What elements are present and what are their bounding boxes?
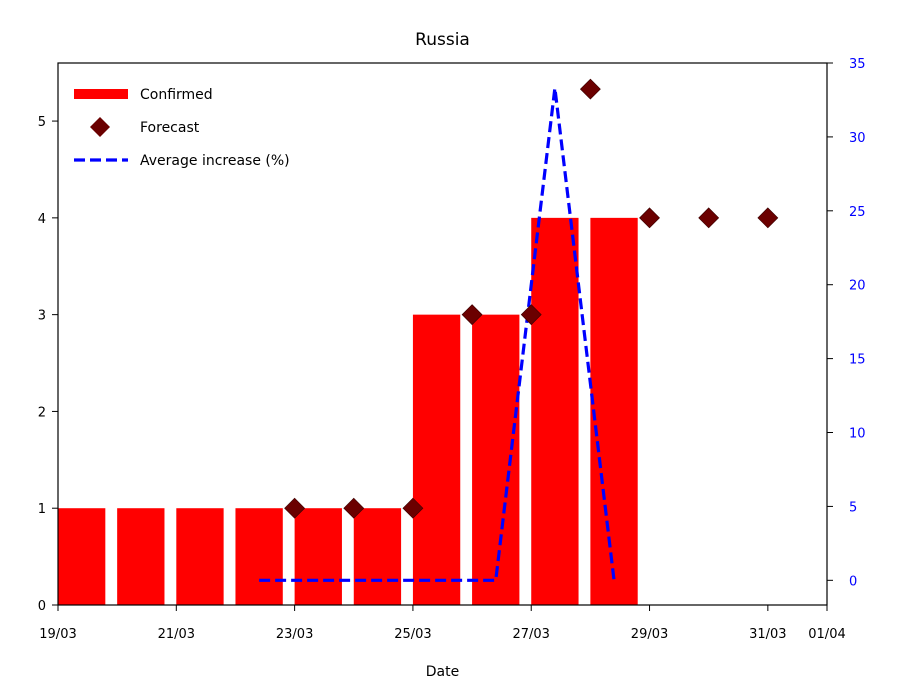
y-tick-label: 3: [38, 309, 46, 324]
legend-label: Forecast: [140, 120, 200, 136]
bar-confirmed-25-03: [412, 314, 461, 605]
y-tick-label: 4: [38, 212, 46, 227]
point-forecast-29-03: [639, 207, 660, 229]
legend-label: Confirmed: [140, 87, 213, 103]
x-tick-label: 29/03: [631, 627, 668, 642]
legend-label: Average increase (%): [140, 153, 290, 169]
y-tick-label: 0: [38, 599, 46, 614]
point-forecast-27-03: [520, 304, 542, 326]
bar-confirmed-21-03: [176, 508, 224, 605]
bar-series-confirmed: [58, 217, 638, 605]
x-tick-label: 31/03: [749, 627, 786, 642]
bar-confirmed-19-03: [58, 508, 106, 605]
point-forecast-31-03: [757, 207, 779, 229]
y2-tick-label: 25: [849, 205, 866, 220]
bar-confirmed-23-03: [294, 508, 342, 605]
x-tick-label: 25/03: [394, 627, 431, 642]
y-tick-label: 2: [38, 405, 46, 420]
point-forecast-23-03: [284, 497, 306, 519]
x-tick-label: 19/03: [39, 627, 76, 642]
scatter-series-forecast: [284, 78, 779, 519]
point-forecast-26-03: [461, 304, 483, 326]
point-forecast-24-03: [343, 497, 365, 519]
y-tick-label: 5: [38, 115, 46, 130]
y2-tick-label: 15: [849, 353, 866, 368]
y2-tick-label: 20: [849, 279, 866, 294]
y2-tick-label: 35: [849, 57, 866, 72]
bar-confirmed-20-03: [117, 508, 165, 605]
x-axis-label: Date: [426, 664, 459, 680]
point-forecast-28-03: [579, 78, 601, 100]
legend-swatch-confirmed: [74, 89, 128, 99]
y-axis-left: 0 1 2 3 4 5: [38, 115, 58, 614]
y2-tick-label: 10: [849, 427, 866, 442]
bar-confirmed-24-03: [353, 508, 402, 605]
y2-tick-label: 0: [849, 574, 857, 589]
point-forecast-25-03: [402, 497, 424, 519]
x-tick-label: 27/03: [512, 627, 549, 642]
x-tick-label: 23/03: [276, 627, 313, 642]
plot-frame: [57, 62, 828, 606]
x-axis: 19/03 21/03 23/03 25/03 27/03 29/03 31/03 01/04: [39, 605, 846, 642]
x-tick-label: 21/03: [158, 627, 195, 642]
bar-confirmed-27-03: [531, 217, 579, 605]
legend: Confirmed Forecast Average increase (%): [74, 87, 290, 169]
y2-tick-label: 5: [849, 500, 857, 515]
line-series-average-increase: [259, 87, 616, 582]
line-average-increase: [259, 87, 616, 582]
point-forecast-30-03: [698, 207, 720, 229]
bar-confirmed-26-03: [472, 314, 520, 605]
legend-swatch-forecast: [90, 117, 110, 137]
y-axis-right: 0 5 10 15 20 25 30 35: [827, 57, 866, 589]
chart-title: Russia: [415, 30, 470, 50]
y-tick-label: 1: [38, 502, 46, 517]
bar-confirmed-28-03: [590, 217, 638, 605]
bar-confirmed-22-03: [235, 508, 283, 605]
x-tick-label: 01/04: [808, 627, 845, 642]
y2-tick-label: 30: [849, 131, 866, 146]
